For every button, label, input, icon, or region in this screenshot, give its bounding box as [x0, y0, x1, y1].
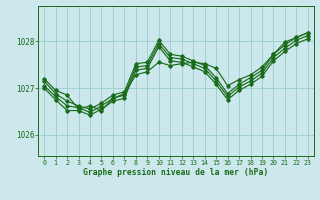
X-axis label: Graphe pression niveau de la mer (hPa): Graphe pression niveau de la mer (hPa): [84, 168, 268, 177]
